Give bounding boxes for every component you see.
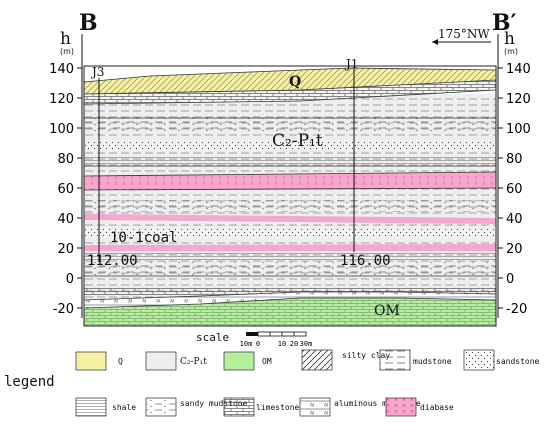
left-tick-label: 100 <box>49 122 74 137</box>
layer-boundary <box>83 291 497 301</box>
right-tick-label: 100 <box>506 122 531 137</box>
right-tick-label: 140 <box>506 62 531 77</box>
scale-tick-label: 30m <box>300 340 313 348</box>
legend: Q C₂-P₁t OM silty clay mudstone sandston… <box>75 349 540 417</box>
legend-label-om: OM <box>262 357 272 366</box>
left-tick-label: -20 <box>53 302 74 317</box>
scale-tick-label: 10m <box>240 340 253 348</box>
layer-boundary <box>83 79 497 95</box>
axis-unit-right: (m) <box>504 47 518 56</box>
scale-bar <box>246 331 307 337</box>
right-tick-labels: 140 120 100 80 60 40 20 0 -20 <box>506 62 531 317</box>
diabase-sill <box>84 214 496 224</box>
borehole-j3-depth: 112.00 <box>87 253 138 269</box>
left-tick-label: 80 <box>57 152 74 167</box>
left-tick-label: 140 <box>49 62 74 77</box>
legend-label-sandy-mudstone: sandy mudstone <box>180 399 248 408</box>
legend-swatch-sandstone <box>463 349 495 371</box>
om-layer <box>84 298 496 326</box>
legend-label-limestone: limestone <box>256 403 300 412</box>
layer-boundary <box>83 171 497 177</box>
scale-tick-label: 10 <box>278 340 286 348</box>
scale-label: scale <box>196 331 229 344</box>
legend-swatch-diabase-pattern <box>386 398 416 416</box>
scale-tick-labels: 10m 0 10 20 30m <box>240 340 313 348</box>
legend-swatch-limestone <box>223 397 255 417</box>
sandy-mudstone-band <box>84 262 496 276</box>
legend-label-c2p1t: C₂-P₁t <box>180 357 207 367</box>
legend-label-silty-clay: silty clay <box>342 351 390 360</box>
orientation-label: 175°NW <box>438 27 490 41</box>
right-tick-label: 40 <box>506 212 523 227</box>
aluminous-mudstone-layer <box>84 292 496 308</box>
legend-label-q: Q <box>118 357 123 366</box>
legend-label-mudstone: mudstone <box>413 357 452 366</box>
left-tick-marks <box>77 67 82 309</box>
left-tick-label: 40 <box>57 212 74 227</box>
diabase-sill <box>84 244 496 251</box>
legend-label-diabase: diabase <box>420 403 454 412</box>
scale-tick-label: 0 <box>256 340 260 348</box>
unit-label-om: OM <box>374 303 400 319</box>
sandstone-band <box>84 140 496 150</box>
layer-boundary <box>83 297 497 309</box>
section-label-right: B′ <box>492 10 517 36</box>
borehole-j3-label: J3 <box>90 65 104 79</box>
legend-swatch-aluminous-mudstone <box>299 397 331 417</box>
unit-label-c2p1t: C₂-P₁t <box>272 131 323 151</box>
right-tick-label: 80 <box>506 152 523 167</box>
left-tick-label: 20 <box>57 242 74 257</box>
limestone-layer <box>84 80 496 104</box>
axis-title-right: h <box>504 29 515 49</box>
layer-boundary <box>83 187 497 191</box>
legend-label-shale: shale <box>112 403 136 412</box>
orientation-arrowhead <box>432 39 438 45</box>
legend-swatch-om <box>223 351 255 371</box>
layer-boundary <box>83 67 497 83</box>
legend-label-aluminous-mudstone: aluminous mudstone <box>334 399 421 408</box>
diabase-sill <box>84 172 496 190</box>
axis-unit-left: (m) <box>60 47 74 56</box>
right-tick-label: -20 <box>506 302 527 317</box>
left-tick-label: 120 <box>49 92 74 107</box>
legend-label-sandstone: sandstone <box>496 357 540 366</box>
sandy-mudstone-band <box>84 118 496 132</box>
scale-tick-label: 20 <box>290 340 298 348</box>
legend-swatch-mudstone <box>379 349 411 371</box>
right-tick-label: 0 <box>506 272 514 287</box>
right-tick-marks <box>498 67 503 309</box>
right-tick-label: 20 <box>506 242 523 257</box>
axis-title-left: h <box>60 29 71 49</box>
right-tick-label: 120 <box>506 92 531 107</box>
legend-swatch-sandy-mudstone <box>145 397 177 417</box>
shale-band <box>84 156 496 166</box>
section-label-left: B <box>79 10 98 36</box>
left-tick-label: 0 <box>66 272 74 287</box>
borehole-j1-label: J1 <box>344 57 358 71</box>
legend-swatch-silty-clay <box>301 349 333 371</box>
shale-band <box>84 252 496 260</box>
left-tick-labels: 140 120 100 80 60 40 20 0 -20 <box>49 62 74 317</box>
legend-swatch-c2p1t <box>145 351 177 371</box>
left-tick-label: 60 <box>57 182 74 197</box>
sandy-mudstone-band <box>84 200 496 212</box>
sandstone-band <box>84 228 496 238</box>
unit-label-coal: 10-1coal <box>110 230 177 246</box>
legend-title: legend <box>4 374 55 390</box>
right-tick-label: 60 <box>506 182 523 197</box>
section-frame <box>83 65 497 327</box>
legend-swatch-q <box>75 351 107 371</box>
layer-boundary <box>83 89 497 105</box>
legend-swatch-shale <box>75 397 107 417</box>
unit-label-q: Q <box>289 74 301 90</box>
quaternary-layer <box>84 68 496 94</box>
borehole-j1-depth: 116.00 <box>340 253 391 269</box>
section-body <box>83 65 497 327</box>
limestone-layer <box>84 288 496 295</box>
